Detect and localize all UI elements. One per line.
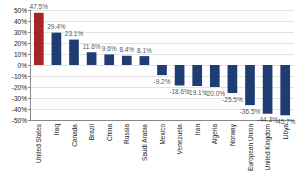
svg-text:29.4%: 29.4% — [47, 23, 66, 30]
svg-text:50%: 50% — [14, 7, 27, 14]
svg-text:United Kingdom: United Kingdom — [264, 124, 272, 170]
svg-text:-25.5%: -25.5% — [222, 96, 243, 103]
svg-text:-30%: -30% — [12, 95, 27, 102]
svg-text:Libya: Libya — [282, 124, 290, 140]
svg-text:8.4%: 8.4% — [119, 46, 134, 53]
svg-text:United States: United States — [35, 123, 42, 163]
svg-text:Venezuela: Venezuela — [176, 124, 183, 155]
svg-text:-19.1%: -19.1% — [186, 88, 208, 96]
svg-text:Iraq: Iraq — [53, 124, 61, 136]
svg-text:30%: 30% — [14, 29, 27, 36]
svg-text:10%: 10% — [14, 51, 27, 58]
svg-text:-9.2%: -9.2% — [154, 78, 171, 85]
svg-text:8.1%: 8.1% — [137, 47, 152, 54]
svg-text:-40%: -40% — [12, 106, 27, 113]
svg-text:0%: 0% — [18, 62, 28, 69]
svg-text:China: China — [106, 124, 113, 141]
svg-text:Saudi Arabia: Saudi Arabia — [141, 124, 148, 161]
svg-text:Russia: Russia — [123, 124, 130, 144]
svg-text:-10%: -10% — [12, 73, 27, 80]
svg-text:Iran: Iran — [194, 124, 201, 136]
svg-text:-36.5%: -36.5% — [240, 108, 261, 115]
svg-text:47.5%: 47.5% — [30, 3, 49, 10]
svg-text:40%: 40% — [14, 18, 27, 25]
svg-text:Brazil: Brazil — [88, 123, 95, 140]
svg-text:23.1%: 23.1% — [65, 30, 84, 37]
svg-text:Mexico: Mexico — [159, 124, 166, 145]
svg-text:Algeria: Algeria — [211, 124, 219, 145]
svg-text:Canada: Canada — [71, 124, 78, 147]
svg-text:11.6%: 11.6% — [83, 43, 101, 50]
svg-text:-20%: -20% — [12, 84, 27, 91]
svg-text:-50%: -50% — [12, 117, 27, 124]
svg-text:European Union: European Union — [247, 124, 255, 171]
svg-text:-44.3%: -44.3% — [257, 116, 278, 124]
svg-text:20%: 20% — [14, 40, 27, 47]
svg-text:-18.6%: -18.6% — [169, 88, 190, 95]
svg-text:9.6%: 9.6% — [102, 45, 117, 52]
svg-text:-45.7%: -45.7% — [275, 118, 296, 125]
svg-text:-20.0%: -20.0% — [204, 89, 226, 97]
svg-text:Norway: Norway — [229, 123, 237, 146]
